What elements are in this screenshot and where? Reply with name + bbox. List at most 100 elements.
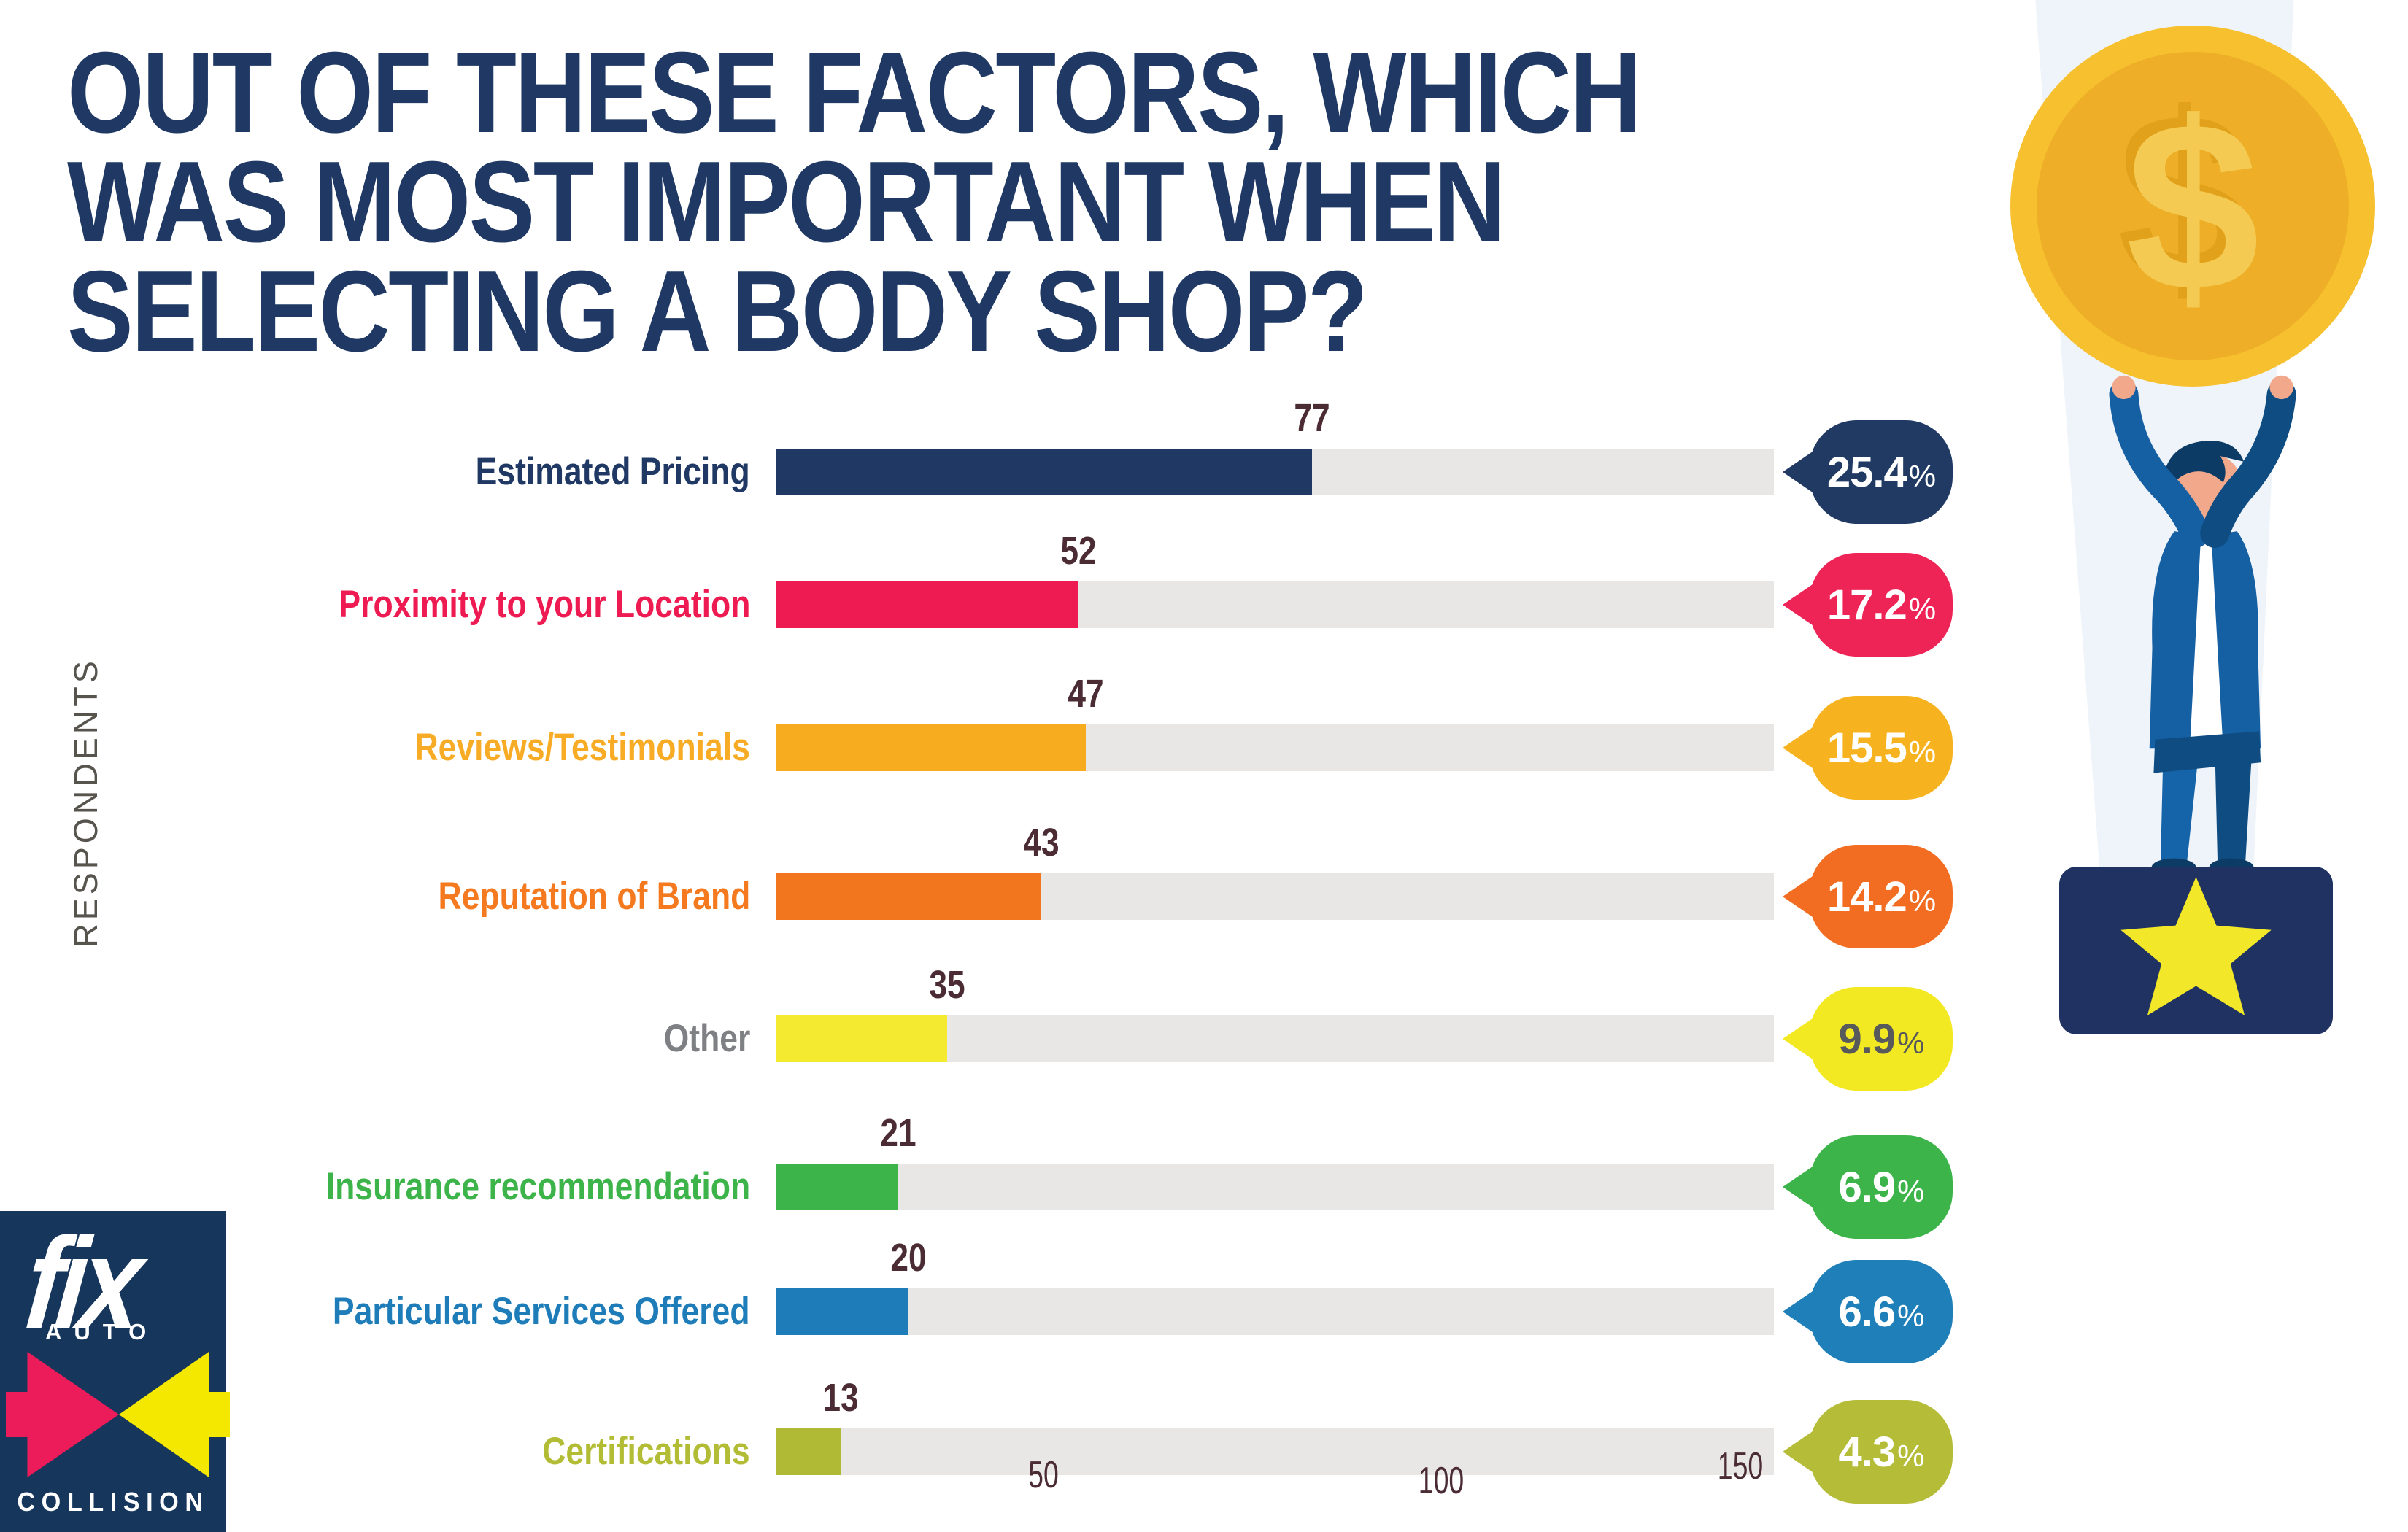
badge-percent-text: 15.5% [1826,724,1936,772]
badge-percent-text: 6.6% [1838,1288,1925,1336]
badge-tail [1783,1017,1815,1061]
badge-percent-text: 17.2% [1826,581,1936,629]
bar-fill [776,581,1078,628]
percent-sign: % [1908,458,1936,493]
jacket-left [2149,531,2201,749]
bar-category-label: Insurance recommendation [0,1164,750,1210]
percent-badge: 15.5% [1783,696,1953,800]
percent-badge: 17.2% [1783,553,1953,657]
bar-value-label: 35 [929,963,965,1007]
star-pedestal [2059,867,2333,1034]
bar-track [776,1015,1774,1062]
bar-category-label: Particular Services Offered [0,1288,750,1335]
bar-value-label: 21 [880,1111,916,1155]
percent-badge: 25.4% [1783,420,1953,524]
dollar-coin-icon: $ [2010,26,2375,387]
arm-right [2200,379,2296,548]
bar-value-label: 20 [890,1236,927,1280]
bar-category-label: Proximity to your Location [0,581,750,628]
title-line-1: OUT OF THESE FACTORS, WHICH [67,28,1641,157]
bar-category-label: Reviews/Testimonials [0,724,750,771]
bar-value-label: 47 [1068,672,1105,716]
percent-sign: % [1897,1173,1924,1208]
x-axis-tick: 50 [1028,1454,1059,1496]
bar-category-label: Certifications [0,1428,750,1475]
percent-badge: 4.3% [1783,1400,1953,1504]
bar-category-label-text: Proximity to your Location [339,583,750,626]
badge-tail [1783,450,1815,494]
bar-value-label: 77 [1293,396,1330,440]
bar-category-label: Reputation of Brand [0,873,750,920]
bar-value-label: 13 [822,1376,859,1420]
leg-right [2215,745,2253,862]
jacket-right [2211,531,2261,749]
title-line-3: SELECTING A BODY SHOP? [67,247,1368,376]
percent-sign: % [1897,1298,1924,1333]
badge-percent-text: 14.2% [1826,873,1936,921]
hand-right [2269,375,2293,400]
badge-tail [1783,1165,1815,1209]
bar-category-label-text: Insurance recommendation [325,1165,750,1208]
logo-division-text: COLLISION [17,1487,209,1517]
percent-sign: % [1908,591,1936,626]
badge-percent-text: 9.9% [1838,1015,1925,1063]
percent-sign: % [1908,883,1936,918]
bar-value-label: 52 [1060,529,1097,573]
percent-badge: 6.6% [1783,1260,1953,1363]
person-illustration [2109,375,2296,877]
bar-category-label-text: Certifications [542,1430,750,1473]
badge-percent-text: 25.4% [1826,448,1936,496]
badge-tail [1783,1430,1815,1474]
bar-fill [776,1288,908,1335]
percent-badge: 9.9% [1783,987,1953,1091]
hair [2161,441,2245,515]
coin-face: $ [2037,52,2349,360]
bar-track [776,449,1774,495]
percent-sign: % [1897,1025,1924,1060]
bar-category-label-text: Other [663,1017,750,1060]
fix-auto-collision-logo: fix AUTO COLLISION [0,1210,230,1532]
hand-left [2112,375,2136,400]
bar-fill [776,1164,899,1210]
x-axis-tick: 150 [1717,1445,1764,1487]
hip-shade [2153,731,2261,773]
bar-fill [776,873,1041,920]
bar-value-label: 43 [1023,821,1060,864]
bar-category-label-text: Particular Services Offered [333,1290,750,1333]
bar-category-label-text: Reputation of Brand [438,875,750,918]
badge-tail [1783,583,1815,627]
x-axis-tick: 100 [1418,1460,1465,1502]
bar-fill [776,724,1087,771]
percent-badge: 14.2% [1783,845,1953,948]
leg-left [2160,745,2200,862]
bar-fill [776,449,1312,495]
bar-track [776,724,1774,771]
bar-track [776,1428,1774,1475]
bar-fill [776,1015,948,1062]
title-line-2: WAS MOST IMPORTANT WHEN [67,138,1505,266]
bar-track [776,1288,1774,1335]
badge-tail [1783,1290,1815,1334]
percent-sign: % [1897,1438,1924,1473]
arm-left [2109,379,2210,548]
percent-badge: 6.9% [1783,1135,1953,1239]
badge-tail [1783,875,1815,918]
logo-left-arrow-icon [119,1352,230,1477]
bar-category-label: Other [0,1015,750,1062]
bar-category-label: Estimated Pricing [0,449,750,495]
percent-sign: % [1908,734,1936,769]
logo-right-arrow-icon [6,1352,119,1477]
bar-track [776,1164,1774,1210]
bar-category-label-text: Reviews/Testimonials [414,726,750,769]
bar-track [776,873,1774,920]
badge-percent-text: 4.3% [1838,1428,1925,1476]
page-title: OUT OF THESE FACTORS, WHICH WAS MOST IMP… [67,28,1896,376]
logo-sub-brand-text: AUTO [45,1319,159,1345]
dollar-sign-icon: $ [2126,71,2260,341]
bar-track [776,581,1774,628]
badge-percent-text: 6.9% [1838,1163,1925,1211]
bar-category-label-text: Estimated Pricing [475,450,750,493]
star-icon [2120,877,2272,1015]
badge-tail [1783,726,1815,770]
